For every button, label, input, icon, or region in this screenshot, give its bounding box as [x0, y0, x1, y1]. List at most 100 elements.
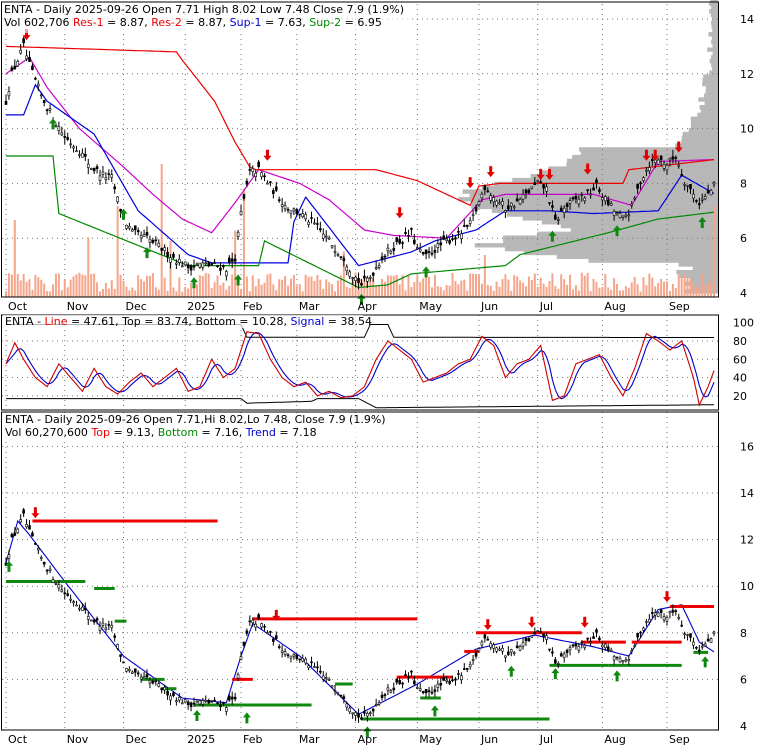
- volume-bar: [372, 278, 375, 297]
- mid-legend: ENTA - Line = 47.61, Top = 83.74, Bottom…: [5, 315, 372, 328]
- price-panel-bottom: 4 6 8 10 12 14 16 ENTA - Daily 2025-09-26 Open …: [1, 411, 754, 745]
- top-candle: [145, 232, 149, 236]
- top-candle: [104, 177, 108, 180]
- volume-bar: [84, 275, 87, 297]
- bot-candle: [648, 618, 651, 623]
- bot-candle: [128, 668, 131, 672]
- top-candle: [651, 159, 654, 162]
- top-candle: [357, 278, 360, 284]
- volume-bar: [589, 291, 592, 297]
- volume-bar: [160, 164, 163, 297]
- top-candle: [75, 150, 78, 153]
- volume-bar: [445, 284, 448, 297]
- top-candle: [22, 38, 25, 44]
- bot-candle: [227, 695, 231, 701]
- top-month-label: May: [419, 300, 442, 313]
- bot-month-label: Jul: [539, 733, 553, 745]
- volume-profile-bar: [702, 82, 718, 87]
- volume-bar: [351, 278, 354, 297]
- volume-profile-bar: [692, 266, 718, 271]
- bot-candle: [468, 664, 472, 668]
- bot-ytick-label: 16: [740, 440, 754, 453]
- bot-candle: [583, 645, 587, 648]
- top-candle: [680, 174, 683, 176]
- bot-candle: [28, 525, 31, 530]
- bot-candle: [72, 601, 75, 604]
- top-candle: [69, 143, 72, 146]
- top-month-label: Jul: [539, 300, 553, 313]
- volume-profile-bar: [548, 166, 718, 171]
- sell-arrow: [545, 168, 554, 180]
- volume-bar: [251, 275, 254, 297]
- top-candle: [307, 221, 310, 225]
- bot-candle: [131, 671, 134, 674]
- volume-bar: [571, 289, 574, 297]
- volume-bar: [598, 287, 601, 297]
- top-month-label: Feb: [243, 300, 262, 313]
- volume-profile-bar: [689, 277, 718, 282]
- volume-bar: [336, 280, 339, 297]
- volume-profile-bar: [710, 0, 718, 2]
- volume-profile-bar: [712, 28, 718, 33]
- bot-candle: [160, 687, 164, 691]
- volume-profile-bar: [566, 162, 718, 167]
- volume-bar: [466, 290, 469, 297]
- volume-bar: [677, 274, 680, 297]
- sell-arrow: [642, 149, 651, 161]
- top-candle: [136, 230, 140, 233]
- bot-candle: [207, 699, 211, 704]
- bot-candle: [37, 548, 40, 551]
- volume-bar: [407, 275, 410, 297]
- top-candle: [260, 172, 263, 178]
- volume-profile-bar: [579, 147, 718, 152]
- volume-bar: [172, 287, 175, 297]
- volume-bar: [416, 275, 419, 297]
- top-candle: [327, 237, 331, 240]
- top-candle: [457, 231, 460, 233]
- bot-candle: [439, 682, 443, 686]
- volume-bar: [507, 279, 510, 297]
- bot-candle: [10, 534, 14, 538]
- bot-candle: [407, 676, 410, 679]
- bot-legend-part: Vol 60,270,600: [5, 426, 91, 439]
- bot-month-label: Oct: [8, 733, 28, 745]
- top-candle: [16, 61, 20, 67]
- top-candle: [342, 258, 346, 262]
- volume-profile-bar: [702, 78, 718, 83]
- top-legend-part: = 8.87,: [182, 16, 230, 29]
- top-candle: [330, 245, 334, 248]
- bot-ytick-label: 14: [740, 487, 754, 500]
- buy-arrow: [234, 274, 243, 286]
- volume-bar: [272, 284, 275, 297]
- bot-candle: [486, 638, 490, 641]
- top-candle: [515, 198, 519, 202]
- bot-candle: [169, 695, 172, 701]
- volume-bar: [554, 286, 557, 297]
- bot-candle: [501, 647, 504, 652]
- sell-arrow: [580, 616, 589, 628]
- volume-bar: [551, 273, 554, 297]
- top-candle: [659, 155, 663, 160]
- top-ytick-label: 6: [740, 232, 747, 245]
- top-legend-part: Res-1: [73, 16, 104, 29]
- bot-candle: [404, 674, 407, 676]
- volume-bar: [701, 273, 704, 297]
- bot-candle: [236, 674, 240, 679]
- sell-arrow: [272, 609, 281, 621]
- top-candle: [507, 205, 510, 210]
- volume-profile-bar: [711, 5, 718, 10]
- bot-candle: [366, 713, 369, 717]
- bot-candle: [319, 670, 322, 673]
- bot-candle: [548, 648, 551, 651]
- top-candle: [580, 194, 584, 196]
- bot-candle: [95, 618, 99, 621]
- sell-arrow: [536, 168, 545, 180]
- bot-candle: [609, 649, 613, 652]
- volume-bar: [639, 291, 642, 297]
- volume-bar: [328, 282, 331, 297]
- volume-profile-bar: [709, 9, 718, 14]
- volume-bar: [275, 290, 278, 297]
- bot-candle: [512, 652, 516, 655]
- top-candle: [280, 204, 284, 207]
- volume-bar: [513, 275, 516, 297]
